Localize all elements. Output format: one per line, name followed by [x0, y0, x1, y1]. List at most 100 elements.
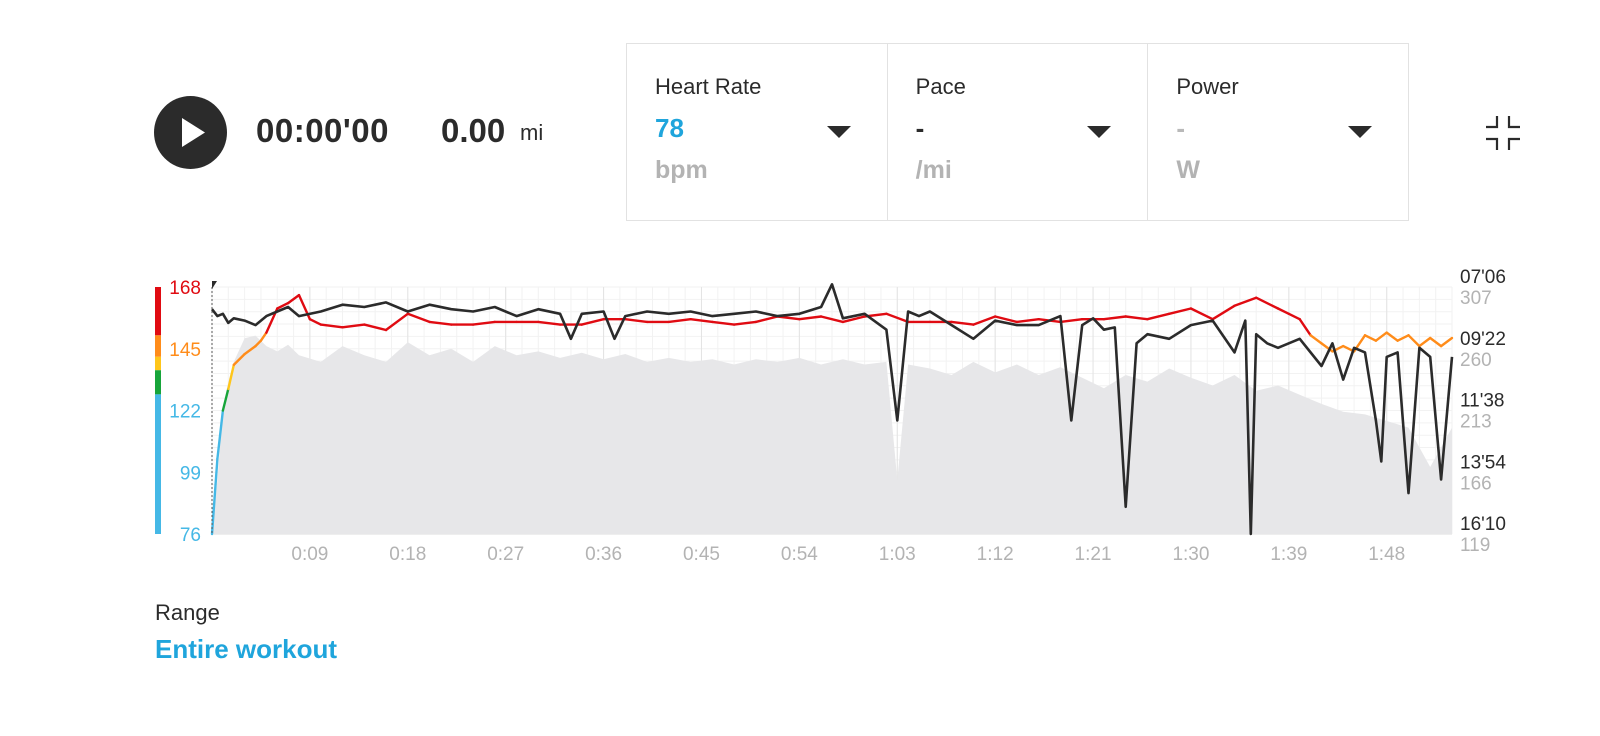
chevron-down-icon[interactable]: [1087, 126, 1112, 138]
heart-rate-line-segment: [227, 363, 236, 391]
heart-rate-line-segment: [243, 344, 257, 356]
heart-rate-line-segment: [308, 318, 322, 326]
heart-rate-line-segment: [406, 312, 431, 324]
hr-axis-tick-label: 168: [169, 278, 201, 299]
workout-chart[interactable]: 76 99 122 145 168 07'06 09'22 11'38 13'54 16'10 30…: [0, 0, 1600, 600]
pace-axis-tick-label: 09'22: [1460, 329, 1506, 350]
collapse-icon[interactable]: [1484, 114, 1522, 152]
x-axis-tick-label: 1:03: [879, 544, 916, 565]
heart-rate-line-segment: [1167, 307, 1193, 315]
power-axis-tick-label: 307: [1460, 288, 1492, 309]
heart-rate-line-segment: [221, 387, 230, 412]
x-axis-tick-label: 0:09: [291, 544, 328, 565]
hr-zone-bar: [155, 370, 161, 395]
metric-value: -: [915, 113, 925, 143]
pace-axis-tick-label: 16'10: [1460, 514, 1506, 535]
hr-zone-bar: [155, 335, 161, 357]
elapsed-time: 00:00'00: [256, 112, 389, 149]
metric-value: 78: [655, 113, 684, 143]
pace-axis-tick-label: 13'54: [1460, 452, 1506, 473]
x-axis-tick-label: 0:27: [487, 544, 524, 565]
hr-zone-bar: [155, 287, 161, 336]
hr-zone-bar: [155, 394, 161, 534]
play-button[interactable]: [154, 96, 227, 169]
distance-value: 0.00: [441, 112, 506, 149]
heart-rate-line-segment: [1211, 304, 1236, 321]
heart-rate-line-segment: [1233, 296, 1258, 307]
metric-selector-power[interactable]: Power - W: [1148, 44, 1408, 220]
metric-unit: bpm: [655, 156, 708, 184]
hr-axis-tick-label: 122: [169, 402, 201, 423]
heart-rate-line-segment: [1385, 331, 1399, 342]
power-axis-tick-label: 260: [1460, 350, 1492, 371]
power-area: [212, 335, 1452, 534]
pace-axis-tick-label: 11'38: [1460, 391, 1505, 412]
range-label: Range: [155, 600, 220, 625]
metric-selector-panel: Heart Rate 78 bpm Pace - /mi Power - W: [626, 43, 1409, 221]
heart-rate-line-segment: [1146, 312, 1171, 321]
heart-rate-line-segment: [254, 339, 263, 348]
heart-rate-line-segment: [1418, 336, 1432, 348]
chevron-down-icon[interactable]: [826, 126, 851, 138]
heart-rate-line-segment: [798, 315, 823, 321]
heart-rate-line-segment: [1059, 318, 1084, 324]
metric-selector-heart-rate[interactable]: Heart Rate 78 bpm: [627, 44, 888, 220]
heart-rate-line-segment: [363, 323, 388, 332]
heart-rate-line-segment: [624, 318, 649, 324]
heart-rate-line-segment: [1428, 336, 1443, 348]
power-axis-tick-label: 166: [1460, 473, 1492, 494]
heart-rate-line-segment: [994, 315, 1019, 324]
x-axis-tick-label: 1:12: [977, 544, 1014, 565]
power-axis-tick-label: 119: [1460, 535, 1490, 556]
x-axis-tick-label: 1:48: [1368, 544, 1405, 565]
heart-rate-line-segment: [537, 320, 562, 326]
hr-axis-tick-label: 99: [180, 463, 201, 484]
heart-rate-line-segment: [667, 318, 692, 324]
metric-selector-pace[interactable]: Pace - /mi: [888, 44, 1149, 220]
x-axis-tick-label: 1:30: [1172, 544, 1209, 565]
heart-rate-line-segment: [1102, 315, 1127, 321]
heart-rate-line-segment: [471, 320, 496, 326]
x-axis-tick-label: 1:21: [1075, 544, 1112, 565]
x-axis-tick-label: 0:18: [389, 544, 426, 565]
heart-rate-line-segment: [689, 318, 714, 324]
pace-line: [210, 283, 1454, 536]
x-axis-tick-label: 0:45: [683, 544, 720, 565]
metric-unit: /mi: [915, 156, 952, 184]
heart-rate-line-segment: [1439, 336, 1454, 348]
heart-rate-line-segment: [1189, 307, 1214, 321]
heart-rate-line-segment: [1287, 312, 1301, 321]
heart-rate-line-segment: [1298, 318, 1312, 337]
heart-rate-line-segment: [232, 352, 246, 367]
metric-label: Pace: [915, 74, 966, 99]
heart-rate-line-segment: [732, 320, 758, 326]
metric-label: Heart Rate: [655, 74, 762, 99]
heart-rate-line-segment: [1124, 315, 1149, 321]
pace-axis-tick-label: 07'06: [1460, 267, 1506, 288]
heart-rate-line-segment: [950, 320, 975, 326]
heart-rate-line-segment: [1276, 307, 1291, 315]
heart-rate-line-segment: [711, 320, 736, 326]
x-axis-tick-label: 0:54: [781, 544, 818, 565]
heart-rate-line-segment: [1407, 334, 1421, 348]
playhead-marker: [212, 281, 217, 289]
heart-rate-line-segment: [819, 315, 845, 324]
heart-rate-line-segment: [428, 320, 453, 326]
metric-label: Power: [1176, 74, 1239, 99]
heart-rate-line-segment: [885, 312, 910, 324]
heart-rate-line-segment: [972, 315, 997, 326]
heart-rate-line-segment: [1396, 334, 1410, 342]
range-selector[interactable]: Entire workout: [155, 634, 338, 664]
heart-rate-line-segment: [259, 331, 268, 342]
heart-rate-line-segment: [276, 301, 290, 310]
heart-rate-line-segment: [1363, 334, 1378, 342]
heart-rate-line-segment: [210, 457, 219, 536]
heart-rate-line-segment: [384, 312, 409, 332]
heart-rate-line-segment: [286, 293, 301, 305]
heart-rate-line-segment: [1015, 318, 1040, 324]
heart-rate-line-segment: [1254, 296, 1280, 310]
heart-rate-line-segment: [1374, 331, 1388, 342]
heart-rate-line-segment: [341, 323, 366, 329]
chevron-down-icon[interactable]: [1348, 126, 1373, 138]
distance-unit: mi: [520, 120, 544, 145]
